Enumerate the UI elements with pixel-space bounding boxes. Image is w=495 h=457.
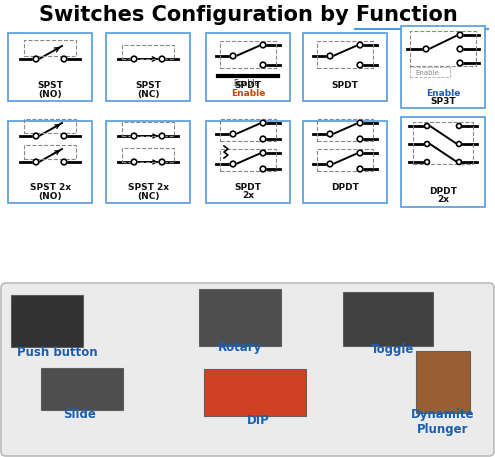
FancyBboxPatch shape <box>303 33 387 101</box>
Circle shape <box>260 120 266 126</box>
Text: SPST 2x: SPST 2x <box>30 184 70 192</box>
Circle shape <box>457 60 463 66</box>
Text: Enable: Enable <box>231 90 265 99</box>
Circle shape <box>61 159 67 165</box>
Text: Enable: Enable <box>426 89 460 97</box>
FancyBboxPatch shape <box>106 33 190 101</box>
Circle shape <box>159 133 165 139</box>
Text: Rotary: Rotary <box>218 340 262 354</box>
Circle shape <box>457 46 463 52</box>
FancyBboxPatch shape <box>1 283 494 456</box>
Circle shape <box>33 56 39 62</box>
Circle shape <box>456 123 461 128</box>
FancyBboxPatch shape <box>204 368 306 415</box>
Circle shape <box>131 56 137 62</box>
FancyBboxPatch shape <box>199 288 281 345</box>
Circle shape <box>423 46 429 52</box>
Circle shape <box>456 159 461 165</box>
Text: Dynamite
Plunger: Dynamite Plunger <box>411 408 475 436</box>
Circle shape <box>357 150 363 156</box>
Text: SPST 2x: SPST 2x <box>128 184 168 192</box>
Circle shape <box>33 133 39 139</box>
Circle shape <box>327 53 333 59</box>
FancyBboxPatch shape <box>401 26 485 108</box>
Circle shape <box>230 161 236 167</box>
FancyBboxPatch shape <box>106 121 190 203</box>
Text: Toggle: Toggle <box>371 342 415 356</box>
Text: SPDT: SPDT <box>235 81 261 90</box>
FancyBboxPatch shape <box>41 368 123 410</box>
Text: (NC): (NC) <box>137 191 159 201</box>
Circle shape <box>425 159 430 165</box>
Circle shape <box>159 56 165 62</box>
Circle shape <box>260 150 266 156</box>
Circle shape <box>260 42 266 48</box>
Circle shape <box>357 136 363 142</box>
Text: Enable: Enable <box>233 79 259 87</box>
Text: SPST: SPST <box>37 81 63 90</box>
Circle shape <box>230 131 236 137</box>
Circle shape <box>230 53 236 59</box>
Circle shape <box>61 56 67 62</box>
Text: Switches Configuration by Function: Switches Configuration by Function <box>39 5 457 25</box>
FancyBboxPatch shape <box>303 121 387 203</box>
FancyBboxPatch shape <box>8 121 92 203</box>
Circle shape <box>357 42 363 48</box>
Circle shape <box>425 142 430 147</box>
Text: DPDT: DPDT <box>429 187 457 197</box>
FancyBboxPatch shape <box>416 351 470 413</box>
Text: 2x: 2x <box>437 196 449 204</box>
Text: SPDT: SPDT <box>332 81 358 90</box>
Circle shape <box>357 166 363 172</box>
Text: Enable: Enable <box>415 70 439 76</box>
FancyBboxPatch shape <box>11 295 83 347</box>
Text: DIP: DIP <box>247 414 269 426</box>
Circle shape <box>131 159 137 165</box>
Text: SPDT: SPDT <box>235 184 261 192</box>
Circle shape <box>61 133 67 139</box>
Text: DPDT: DPDT <box>331 184 359 192</box>
Circle shape <box>260 136 266 142</box>
Circle shape <box>33 159 39 165</box>
Text: Slide: Slide <box>63 409 97 421</box>
Circle shape <box>159 159 165 165</box>
Circle shape <box>260 166 266 172</box>
FancyBboxPatch shape <box>401 117 485 207</box>
Circle shape <box>357 62 363 68</box>
Text: 2x: 2x <box>242 191 254 201</box>
Circle shape <box>327 131 333 137</box>
FancyBboxPatch shape <box>206 121 290 203</box>
FancyBboxPatch shape <box>343 292 433 346</box>
FancyBboxPatch shape <box>206 33 290 101</box>
Circle shape <box>456 142 461 147</box>
Circle shape <box>327 161 333 167</box>
FancyBboxPatch shape <box>8 33 92 101</box>
Circle shape <box>260 62 266 68</box>
Text: SPST: SPST <box>135 81 161 90</box>
Circle shape <box>425 123 430 128</box>
Circle shape <box>131 133 137 139</box>
Text: (NO): (NO) <box>38 90 62 99</box>
Circle shape <box>457 32 463 38</box>
Circle shape <box>357 120 363 126</box>
Text: (NO): (NO) <box>38 191 62 201</box>
Text: (NC): (NC) <box>137 90 159 99</box>
Text: SP3T: SP3T <box>430 96 456 106</box>
Text: Push button: Push button <box>17 346 98 360</box>
